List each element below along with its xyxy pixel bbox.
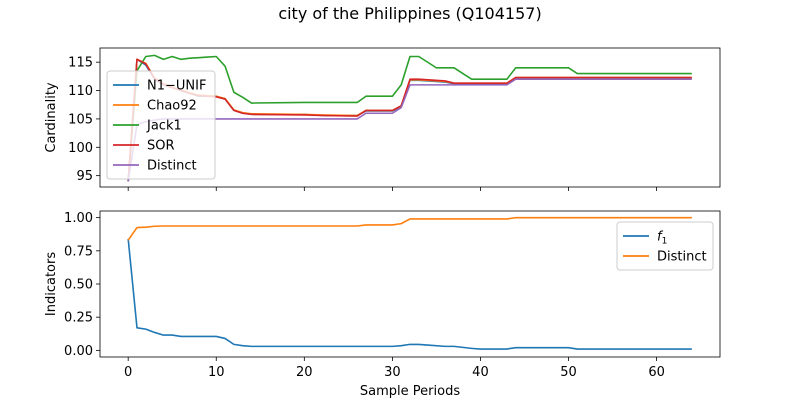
legend-entry: Jack1 bbox=[146, 119, 182, 134]
legend-entry: Distinct bbox=[657, 250, 707, 265]
y-tick-label: 115 bbox=[68, 56, 93, 71]
y-axis-label: Indicators bbox=[44, 252, 59, 316]
y-tick-label: 0.75 bbox=[64, 244, 93, 259]
legend-box bbox=[106, 70, 216, 180]
chart-title: city of the Philippines (Q104157) bbox=[278, 4, 541, 23]
x-tick-label: 30 bbox=[384, 365, 401, 380]
legend-entry: Chao92 bbox=[147, 99, 197, 114]
y-tick-label: 0.25 bbox=[64, 311, 93, 326]
legend-entry: SOR bbox=[147, 139, 175, 154]
legend-box bbox=[616, 221, 714, 271]
x-tick-label: 40 bbox=[472, 365, 489, 380]
plot-frame bbox=[99, 47, 721, 188]
cardinality-panel: 95 100 105 110 115 Cardinality N1−UNIF Chao92 Ja… bbox=[44, 47, 721, 191]
x-tick-label: 0 bbox=[124, 365, 132, 380]
x-tick-label: 50 bbox=[560, 365, 577, 380]
y-tick-label: 105 bbox=[68, 112, 93, 127]
legend-entry: N1−UNIF bbox=[147, 79, 206, 94]
y-tick-label: 95 bbox=[76, 169, 93, 184]
legend-entry: Distinct bbox=[147, 159, 197, 174]
y-tick-label: 0.00 bbox=[64, 344, 93, 359]
legend: f1 Distinct bbox=[616, 221, 714, 271]
legend: N1−UNIF Chao92 Jack1 SOR Distinct bbox=[106, 70, 216, 180]
y-tick-label: 0.50 bbox=[64, 278, 93, 293]
x-tick-label: 20 bbox=[296, 365, 313, 380]
y-tick-label: 100 bbox=[68, 141, 93, 156]
y-tick-label: 110 bbox=[68, 84, 93, 99]
x-tick-label: 60 bbox=[648, 365, 665, 380]
indicators-panel: 0.00 0.25 0.50 0.75 1.00 0 10 20 30 40 50 60 Indicat… bbox=[44, 210, 721, 380]
x-axis-label: Sample Periods bbox=[360, 384, 460, 399]
y-axis-label: Cardinality bbox=[44, 82, 59, 153]
series-line-distinct bbox=[127, 216, 692, 241]
legend-entry: f1 bbox=[657, 230, 667, 247]
y-tick-label: 1.00 bbox=[64, 211, 93, 226]
x-tick-label: 10 bbox=[208, 365, 225, 380]
series-line-f1 bbox=[127, 238, 692, 350]
series-line-jack1 bbox=[127, 54, 692, 182]
series-group bbox=[127, 216, 692, 350]
